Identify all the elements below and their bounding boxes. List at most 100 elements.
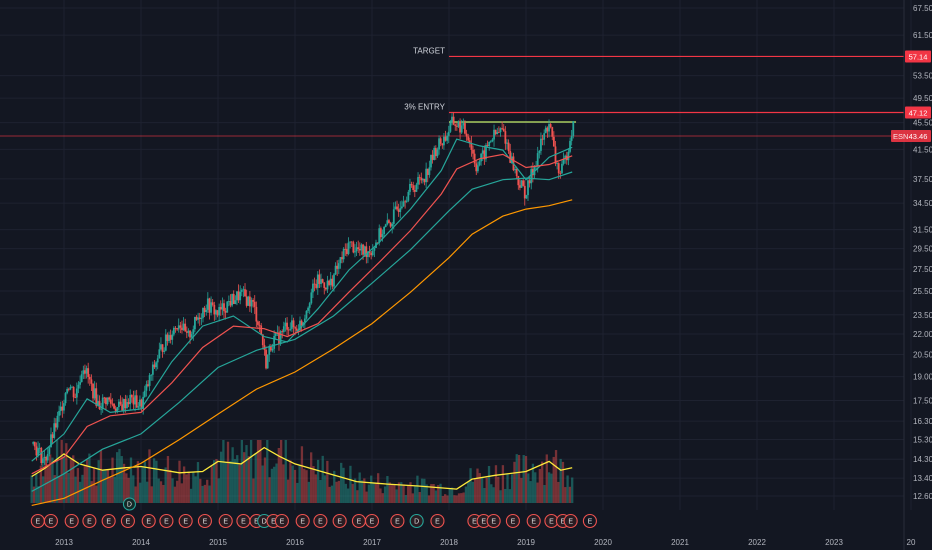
dividend-marker-label: D bbox=[127, 502, 132, 509]
volume-bar bbox=[210, 466, 213, 503]
candle-body bbox=[468, 140, 471, 144]
price-tick-label: 25.50 bbox=[913, 287, 932, 296]
candle-body bbox=[451, 116, 453, 123]
candle-body bbox=[221, 303, 224, 310]
candle-body bbox=[182, 323, 185, 331]
candle-body bbox=[433, 147, 436, 160]
volume-bar bbox=[58, 475, 61, 503]
volume-bar bbox=[390, 484, 394, 503]
candle-body bbox=[457, 121, 460, 127]
volume-bar bbox=[561, 461, 565, 503]
volume-bar bbox=[444, 494, 447, 503]
volume-bar bbox=[504, 488, 507, 503]
volume-bar bbox=[564, 487, 567, 503]
candle-body bbox=[473, 153, 476, 164]
candle-body bbox=[90, 379, 93, 384]
candle-body bbox=[223, 303, 225, 312]
earnings-marker-label: E bbox=[183, 519, 188, 526]
candle-body bbox=[378, 228, 381, 243]
volume-bar bbox=[379, 488, 382, 503]
volume-bar bbox=[571, 477, 574, 503]
candle-body bbox=[365, 246, 368, 258]
volume-bar bbox=[196, 462, 200, 503]
earnings-marker-label: E bbox=[280, 519, 285, 526]
candle-body bbox=[506, 142, 508, 144]
volume-bar bbox=[146, 481, 149, 503]
volume-bar bbox=[182, 466, 186, 503]
candle-body bbox=[132, 397, 135, 405]
candle-body bbox=[84, 370, 86, 374]
candle-body bbox=[439, 138, 442, 144]
candle-body bbox=[373, 248, 376, 251]
volume-bar bbox=[427, 495, 431, 503]
candle-body bbox=[488, 141, 491, 147]
volume-bar bbox=[333, 470, 336, 503]
candle-body bbox=[299, 320, 301, 331]
volume-bar bbox=[441, 496, 444, 503]
candle-body bbox=[33, 442, 36, 447]
volume-bar bbox=[238, 464, 241, 503]
candle-body bbox=[166, 334, 169, 342]
price-tick-label: 34.50 bbox=[913, 199, 932, 208]
volume-bar bbox=[363, 478, 366, 503]
volume-bar bbox=[370, 475, 373, 503]
volume-bar bbox=[342, 467, 345, 503]
candle-body bbox=[388, 220, 390, 223]
candle-body bbox=[460, 125, 463, 133]
earnings-marker-label: E bbox=[511, 519, 516, 526]
volume-bar bbox=[293, 469, 297, 503]
volume-bar bbox=[282, 464, 285, 503]
volume-bar bbox=[312, 466, 315, 503]
candle-body bbox=[93, 388, 96, 399]
volume-bar bbox=[277, 447, 280, 503]
candle-body bbox=[551, 127, 554, 137]
volume-bar bbox=[499, 490, 502, 503]
chart-grid bbox=[0, 0, 912, 510]
time-axis[interactable]: 2013 2014 2015 2016 2017 2018 2019 2020 2021 2022… bbox=[55, 538, 916, 547]
candle-body bbox=[394, 206, 397, 210]
candle-body bbox=[129, 394, 132, 405]
earnings-marker-label: E bbox=[357, 519, 362, 526]
price-tick-label: 13.40 bbox=[913, 474, 932, 483]
volume-bar bbox=[469, 468, 472, 503]
candle-body bbox=[483, 150, 486, 160]
candle-body bbox=[520, 180, 523, 188]
candle-body bbox=[341, 257, 343, 260]
earnings-marker-label: E bbox=[106, 519, 111, 526]
volume-bar bbox=[259, 440, 262, 503]
candle-body bbox=[161, 344, 164, 352]
candle-body bbox=[344, 248, 347, 250]
candle-body bbox=[523, 185, 526, 199]
candle-body bbox=[363, 246, 366, 255]
candle-body bbox=[326, 280, 329, 290]
candle-body bbox=[415, 184, 418, 192]
candle-body bbox=[122, 399, 125, 411]
candle-body bbox=[320, 279, 322, 284]
candle-body bbox=[515, 168, 518, 176]
price-axis[interactable]: 67.50 61.50 53.50 49.50 45.50 41.50 37.50 34.50… bbox=[913, 4, 932, 501]
volume-bar bbox=[88, 453, 91, 503]
earnings-marker bbox=[141, 513, 156, 529]
volume-bar bbox=[155, 460, 158, 503]
candle-body bbox=[527, 180, 529, 196]
volume-bar bbox=[95, 485, 98, 503]
candle-body bbox=[486, 144, 489, 147]
candle-body bbox=[284, 322, 287, 327]
time-tick-label: 2018 bbox=[440, 538, 458, 547]
volume-bar bbox=[263, 457, 267, 503]
volume-bar bbox=[351, 483, 354, 503]
earnings-marker-label: E bbox=[146, 519, 151, 526]
volume-bar bbox=[497, 476, 500, 503]
candle-body bbox=[392, 209, 395, 224]
volume-bar bbox=[150, 486, 153, 503]
candle-body bbox=[92, 383, 94, 399]
candle-body bbox=[150, 374, 153, 376]
volume-bar bbox=[423, 478, 426, 503]
earnings-marker-label: E bbox=[481, 519, 486, 526]
candle-body bbox=[237, 291, 240, 301]
volume-bar bbox=[374, 483, 377, 503]
volume-bar bbox=[243, 452, 246, 503]
volume-bar bbox=[102, 470, 105, 503]
volume-bar bbox=[157, 478, 160, 503]
